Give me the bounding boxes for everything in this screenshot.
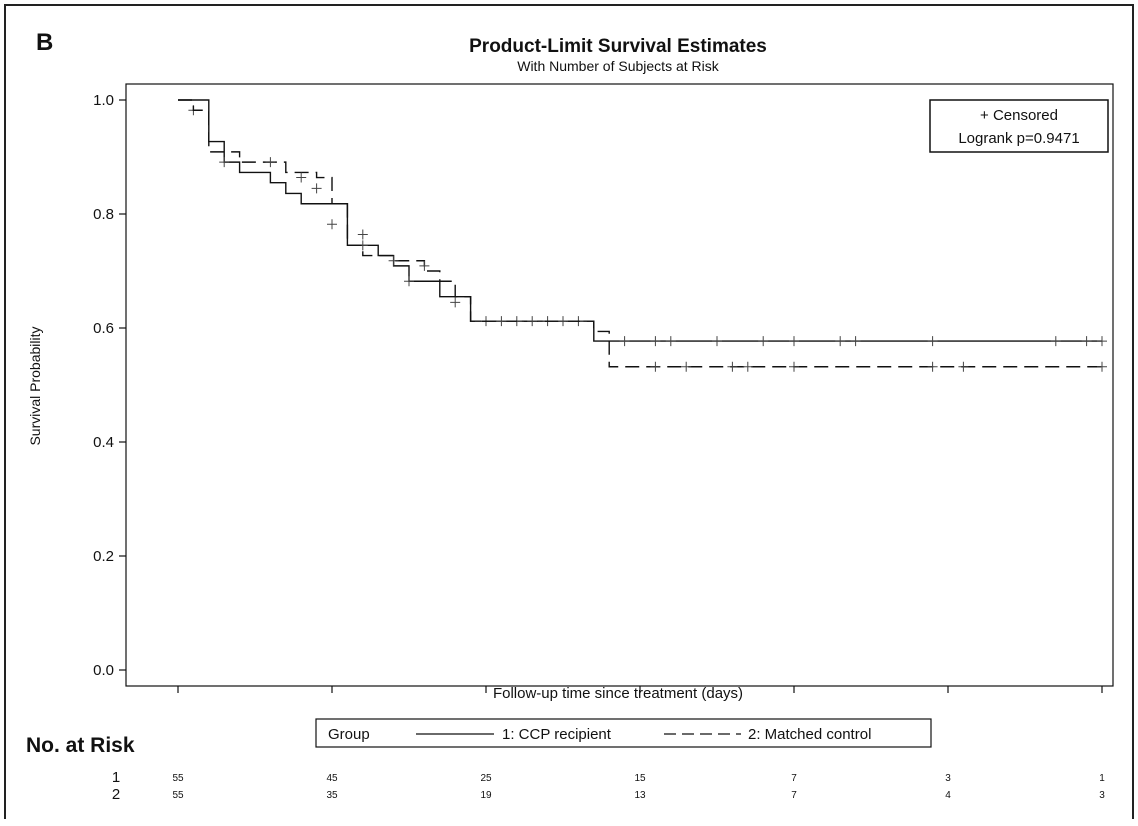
censor-mark [789, 336, 799, 347]
group-legend-border [315, 718, 932, 748]
group-legend-item-2: 2: Matched control [748, 726, 871, 743]
risk-value: 55 [172, 790, 184, 801]
survival-curves [178, 99, 1107, 372]
risk-value: 19 [480, 790, 492, 801]
y-tick-label: 0.2 [93, 548, 114, 565]
y-tick-label: 0.6 [93, 320, 114, 337]
censor-mark [1050, 336, 1061, 347]
censor-mark [327, 219, 337, 230]
risk-value: 3 [945, 773, 951, 784]
x-axis-title: Follow-up time since treatment (days) [493, 685, 743, 702]
risk-value: 7 [791, 773, 797, 784]
censored-legend-label: + Censored [980, 107, 1058, 124]
logrank-label: Logrank p=0.9471 [958, 130, 1079, 147]
risk-value: 4 [945, 790, 951, 801]
censor-mark [727, 361, 738, 372]
figure-frame: B Product-Limit Survival Estimates With … [4, 4, 1134, 819]
censor-mark [742, 361, 753, 372]
group-legend-title: Group [328, 726, 370, 743]
censor-mark [527, 316, 538, 327]
censor-mark [265, 157, 276, 168]
y-tick-label: 0.0 [93, 662, 114, 679]
risk-value: 25 [480, 773, 492, 784]
chart-title: Product-Limit Survival Estimates [469, 36, 767, 57]
plot-area [125, 83, 1114, 687]
panel-label: B [36, 29, 53, 56]
censor-mark [927, 336, 938, 347]
censor-mark [450, 297, 461, 308]
censor-mark [665, 336, 676, 347]
chart-subtitle: With Number of Subjects at Risk [517, 58, 720, 74]
risk-value: 35 [326, 790, 338, 801]
censor-mark [219, 157, 230, 168]
risk-value: 1 [1099, 773, 1105, 784]
y-axis-title: Survival Probability [27, 326, 43, 445]
censor-mark [357, 229, 368, 240]
censor-mark [650, 336, 661, 347]
risk-value: 15 [634, 773, 646, 784]
censor-mark [558, 316, 568, 327]
risk-value: 7 [791, 790, 797, 801]
censor-mark [619, 336, 630, 347]
censor-mark [1097, 336, 1107, 347]
group-legend: Group 1: CCP recipient 2: Matched contro… [315, 718, 932, 748]
censor-mark [404, 276, 414, 287]
censor-mark [712, 336, 722, 347]
risk-value: 13 [634, 790, 646, 801]
group-legend-item-1: 1: CCP recipient [502, 726, 612, 743]
survival-chart: B Product-Limit Survival Estimates With … [26, 29, 1114, 803]
censor-mark [789, 361, 799, 372]
censor-mark [650, 361, 661, 372]
censor-mark [419, 260, 430, 271]
censor-mark [1081, 336, 1092, 347]
risk-row-group: 2 [112, 786, 120, 803]
y-tick-label: 0.4 [93, 434, 114, 451]
risk-row-group: 1 [112, 769, 120, 786]
survival-curve-2 [178, 99, 1102, 368]
censor-mark [835, 336, 846, 347]
censor-mark [850, 336, 861, 347]
risk-value: 45 [326, 773, 338, 784]
censor-mark [958, 361, 969, 372]
y-tick-label: 1.0 [93, 92, 114, 109]
censor-mark [388, 255, 399, 266]
risk-value: 3 [1099, 790, 1105, 801]
censor-mark [296, 172, 307, 183]
censor-mark [927, 361, 938, 372]
x-axis [177, 686, 1103, 693]
risk-value: 55 [172, 773, 184, 784]
censored-legend-border [929, 99, 1109, 153]
censor-mark [681, 361, 692, 372]
censor-mark [311, 183, 322, 194]
censor-mark [496, 316, 507, 327]
y-tick-label: 0.8 [93, 206, 114, 223]
censored-legend-box: + Censored Logrank p=0.9471 [929, 99, 1109, 153]
risk-table-rows: 1 55 45 25 15 7 3 12 55 35 19 13 7 4 3 [112, 769, 1105, 803]
y-axis: 0.0 0.2 0.4 0.6 0.8 1.0 [93, 92, 126, 679]
censor-mark [758, 336, 769, 347]
risk-table-heading: No. at Risk [26, 734, 135, 757]
censor-mark [1097, 361, 1107, 372]
